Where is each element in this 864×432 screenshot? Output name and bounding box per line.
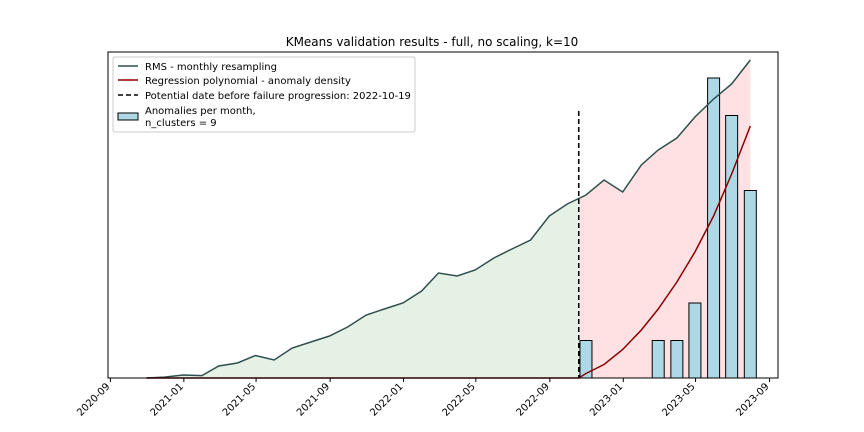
x-tick-label: 2023-01 xyxy=(588,381,625,418)
x-tick-label: 2022-01 xyxy=(368,381,405,418)
plot-frame xyxy=(107,51,779,379)
anomaly-bar xyxy=(707,77,721,379)
failure-area-fill xyxy=(578,60,751,378)
legend-label: RMS - monthly resampling xyxy=(145,62,277,73)
legend-label: Potential date before failure progressio… xyxy=(145,91,411,102)
legend-swatch xyxy=(117,112,139,121)
anomaly-bar xyxy=(670,340,684,379)
anomaly-bar xyxy=(579,340,593,379)
legend-box xyxy=(112,56,416,133)
x-tick-label: 2021-09 xyxy=(295,381,332,418)
x-tick-label: 2022-05 xyxy=(441,381,478,418)
anomaly-bar xyxy=(725,115,739,379)
x-tick-label: 2021-01 xyxy=(149,381,186,418)
healthy-area-fill xyxy=(146,198,579,378)
anomaly-bar xyxy=(743,190,757,379)
x-tick-label: 2023-05 xyxy=(660,381,697,418)
legend-label: Regression polynomial - anomaly density xyxy=(145,76,351,87)
x-tick-label: 2020-09 xyxy=(75,381,112,418)
anomaly-bar xyxy=(688,302,702,379)
chart-title: KMeans validation results - full, no sca… xyxy=(286,35,579,49)
legend-label: Anomalies per month, n_clusters = 9 xyxy=(145,106,256,129)
x-tick-label: 2023-09 xyxy=(734,381,771,418)
plot-area xyxy=(146,59,757,379)
anomaly-bar xyxy=(651,340,665,379)
legend: RMS - monthly resampling Regression polyn… xyxy=(112,56,416,133)
rms-line xyxy=(146,59,751,379)
x-tick-label: 2022-09 xyxy=(515,381,552,418)
x-tick-label: 2021-05 xyxy=(221,381,258,418)
regression-line xyxy=(146,125,752,379)
